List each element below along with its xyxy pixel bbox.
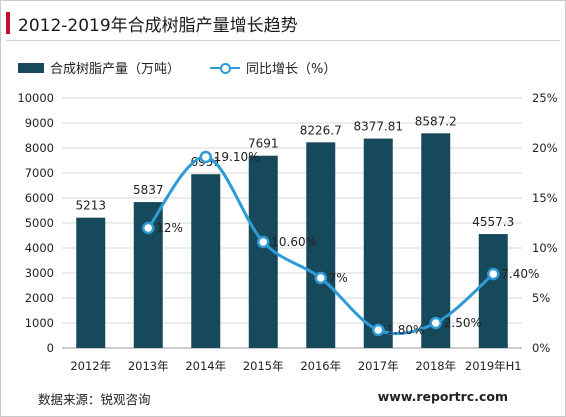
y-right-tick-label: 5% [532, 291, 550, 305]
y-left-tick-label: 10000 [17, 91, 54, 105]
growth-value-label: 19.10% [214, 150, 260, 164]
y-left-tick-label: 3000 [25, 266, 54, 280]
bar [478, 234, 508, 348]
x-tick-label: 2013年 [128, 359, 169, 373]
x-tick-label: 2012年 [70, 359, 111, 373]
bar-value-label: 4557.3 [472, 215, 514, 229]
x-tick-label: 2019年H1 [465, 359, 522, 373]
growth-point [487, 267, 500, 281]
growth-point [429, 316, 442, 330]
growth-point [314, 271, 327, 285]
x-tick-label: 2014年 [185, 359, 226, 373]
growth-point [257, 235, 270, 249]
bar-value-label: 5213 [75, 199, 106, 213]
growth-point [199, 150, 212, 164]
y-left-tick-label: 6000 [25, 191, 54, 205]
x-tick-label: 2015年 [243, 359, 284, 373]
title-divider [6, 40, 560, 41]
bar-value-label: 7691 [248, 137, 279, 151]
y-left-tick-label: 8000 [25, 141, 54, 155]
growth-value-label: 2.50% [444, 316, 482, 330]
y-left-tick-label: 2000 [25, 291, 54, 305]
bar [363, 138, 393, 348]
legend-bar-swatch [18, 62, 44, 73]
legend-bar-label: 合成树脂产量（万吨） [50, 62, 181, 77]
y-right-tick-label: 25% [532, 91, 558, 105]
legend-line-swatch [210, 62, 241, 74]
y-left-tick-label: 1000 [25, 316, 54, 330]
chart-legend: 合成树脂产量（万吨） 同比增长（%） [18, 58, 366, 77]
y-left-tick-label: 7000 [25, 166, 54, 180]
website-label: www.reportrc.com [377, 389, 508, 404]
legend-item-bar: 合成树脂产量（万吨） [18, 58, 180, 77]
growth-value-label: 10.60% [271, 235, 317, 249]
y-left-tick-label: 4000 [25, 241, 54, 255]
bar [306, 142, 336, 348]
growth-value-label: 1.80% [386, 323, 424, 337]
growth-value-label: 12% [156, 221, 183, 235]
bar [191, 174, 221, 348]
legend-line-label: 同比增长（%） [246, 62, 337, 77]
growth-point [372, 323, 385, 337]
legend-item-line: 同比增长（%） [210, 58, 336, 77]
bar [76, 217, 106, 348]
x-tick-label: 2016年 [300, 359, 341, 373]
x-tick-label: 2017年 [358, 359, 399, 373]
y-left-tick-label: 0 [47, 341, 54, 355]
bar-value-label: 8377.81 [353, 120, 403, 134]
bar-value-label: 8587.2 [415, 114, 457, 128]
source-note: 数据来源：锐观咨询 [38, 392, 151, 407]
y-left-tick-label: 9000 [25, 116, 54, 130]
y-right-tick-label: 15% [532, 191, 558, 205]
x-tick-label: 2018年 [415, 359, 456, 373]
y-left-tick-label: 5000 [25, 216, 54, 230]
bar [421, 133, 451, 348]
growth-value-label: 7.40% [501, 267, 539, 281]
y-right-tick-label: 10% [532, 241, 558, 255]
chart-title: 2012-2019年合成树脂产量增长趋势 [18, 16, 298, 36]
bar-value-label: 8226.7 [300, 123, 342, 137]
growth-value-label: 7% [329, 271, 348, 285]
title-accent-bar [6, 12, 10, 34]
y-right-tick-label: 0% [532, 341, 550, 355]
bar-value-label: 5837 [133, 183, 164, 197]
growth-point [142, 221, 155, 235]
y-right-tick-label: 20% [532, 141, 558, 155]
